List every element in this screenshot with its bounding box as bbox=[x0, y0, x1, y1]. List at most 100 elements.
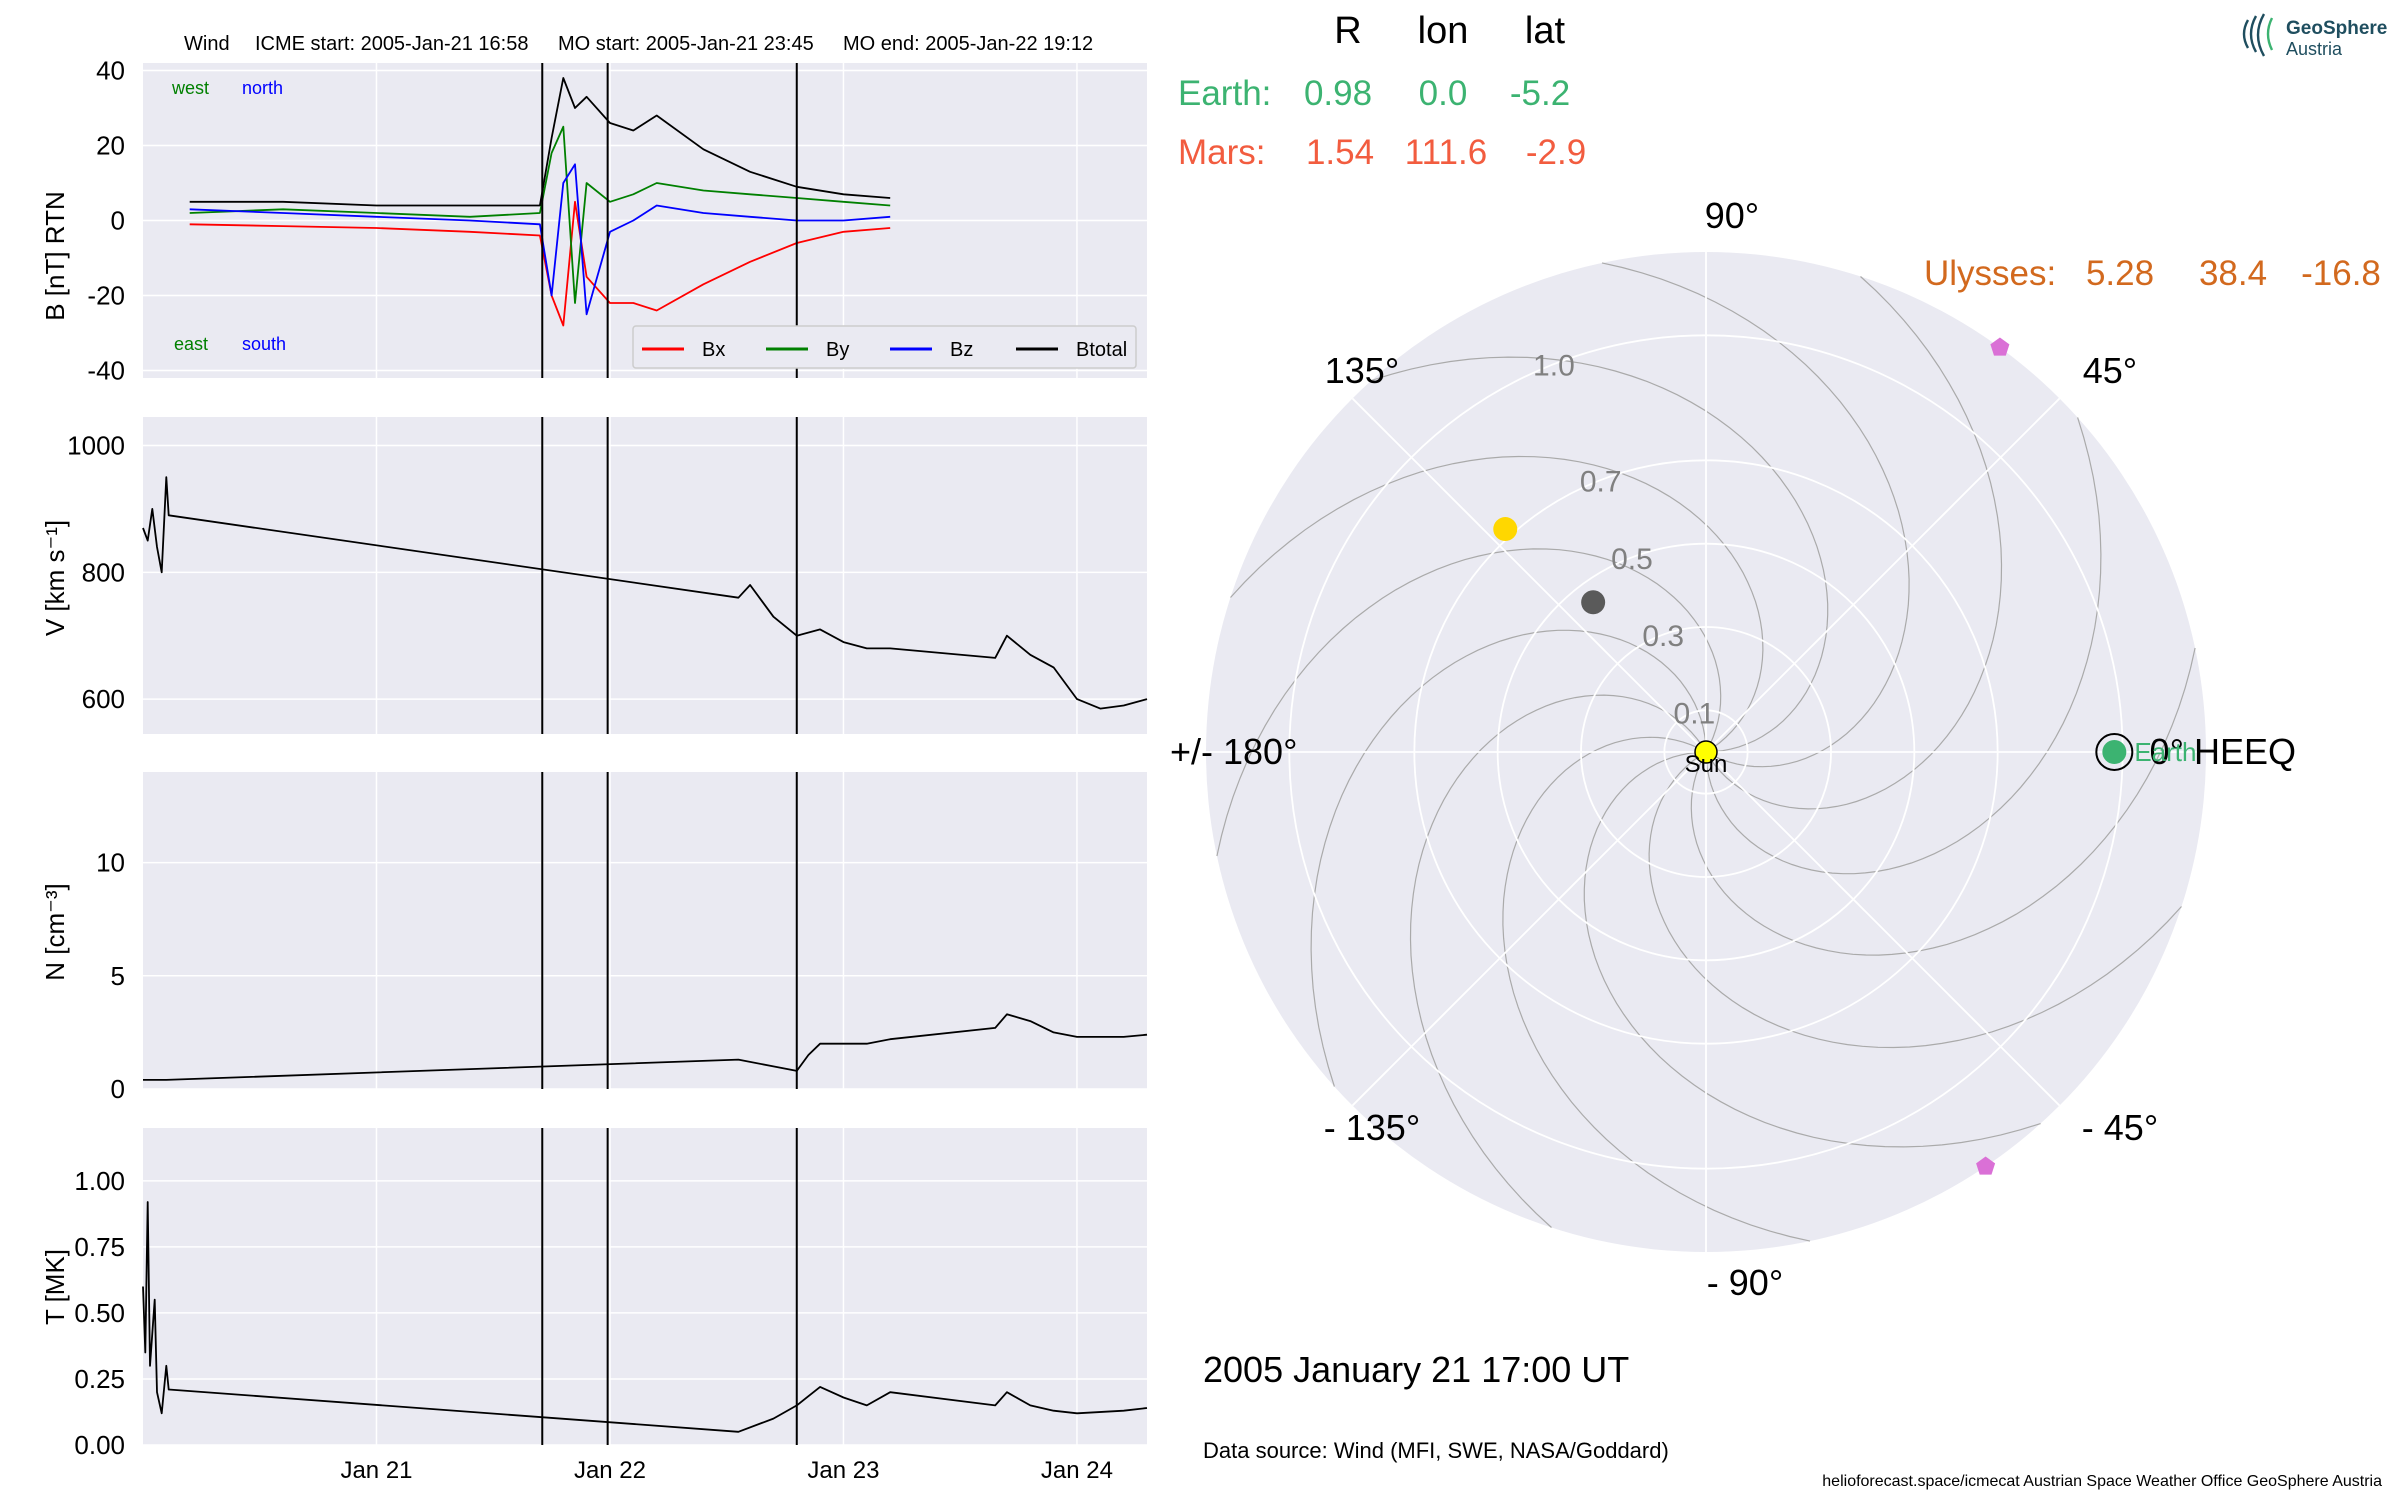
y-axis-label: N [cm⁻³] bbox=[40, 883, 70, 981]
y-tick-label: -20 bbox=[87, 281, 125, 311]
angle-label-135: 135° bbox=[1325, 350, 1399, 391]
radial-gridline bbox=[1580, 626, 1832, 878]
y-tick-label: 0.25 bbox=[74, 1364, 125, 1394]
radial-tick-label: 0.5 bbox=[1611, 543, 1653, 576]
y-tick-label: 600 bbox=[82, 684, 125, 714]
x-tick-label: Jan 24 bbox=[1041, 1457, 1113, 1484]
header-mo-start: MO start: 2005-Jan-21 23:45 bbox=[558, 33, 814, 55]
radial-gridline bbox=[1413, 459, 1999, 1045]
series-line-bx bbox=[189, 200, 891, 327]
series-line bbox=[143, 1013, 1148, 1081]
radial-tick-label: 0.7 bbox=[1580, 466, 1622, 499]
angle-label-minus-45: - 45° bbox=[2082, 1107, 2158, 1148]
venus-marker bbox=[1493, 517, 1518, 542]
y-tick-label: -40 bbox=[87, 356, 125, 386]
mars-lon: 111.6 bbox=[1405, 133, 1487, 172]
earth-lon: 0.0 bbox=[1419, 74, 1468, 113]
series-line-bz bbox=[189, 163, 891, 316]
radial-tick-label: 0.1 bbox=[1674, 697, 1716, 730]
earth-label: Earth: bbox=[1178, 74, 1271, 113]
y-tick-label: 0 bbox=[111, 206, 125, 236]
logo-mark-icon bbox=[2242, 13, 2274, 57]
footer-credits: helioforecast.space/icmecat Austrian Spa… bbox=[1822, 1473, 2382, 1490]
x-tick-label: Jan 22 bbox=[574, 1457, 646, 1484]
col-lat: lat bbox=[1525, 10, 1566, 52]
y-tick-label: 800 bbox=[82, 557, 125, 587]
series-line bbox=[142, 476, 1148, 710]
spacecraft1-marker bbox=[1990, 337, 2010, 356]
header-mo-end: MO end: 2005-Jan-22 19:12 bbox=[843, 33, 1093, 55]
mercury-marker bbox=[1581, 590, 1606, 615]
ulysses-r: 5.28 bbox=[2086, 254, 2154, 293]
spacecraft2-marker bbox=[1976, 1156, 1996, 1175]
data-source: Data source: Wind (MFI, SWE, NASA/Goddar… bbox=[1203, 1438, 1669, 1463]
earth-label: Earth bbox=[2134, 737, 2196, 767]
angle-label-minus-135: - 135° bbox=[1324, 1107, 1420, 1148]
y-tick-label: 0 bbox=[111, 1074, 125, 1104]
label-north: north bbox=[242, 78, 283, 98]
angle-label-minus-90: - 90° bbox=[1707, 1262, 1783, 1303]
earth-marker bbox=[2102, 740, 2127, 764]
y-tick-label: 5 bbox=[111, 961, 125, 991]
y-tick-label: 0.50 bbox=[74, 1298, 125, 1328]
mars-label: Mars: bbox=[1178, 133, 1266, 172]
mars-r: 1.54 bbox=[1306, 133, 1374, 172]
y-axis-label: T [MK] bbox=[40, 1249, 70, 1325]
y-axis-label: V [km s⁻¹] bbox=[40, 520, 70, 636]
geosphere-logo: GeoSphere Austria bbox=[2242, 13, 2387, 59]
plot-background bbox=[143, 1128, 1147, 1445]
y-tick-label: 20 bbox=[96, 131, 125, 161]
legend-by: By bbox=[826, 339, 849, 361]
y-tick-label: 40 bbox=[96, 56, 125, 86]
speed-panel: 1000 800 600 V [km s⁻¹] bbox=[40, 417, 1148, 734]
label-west: west bbox=[171, 78, 209, 98]
polar-plot: 0.1 0.3 0.5 0.7 1.0 0° HEEQ 45° 90° 135° +/- 180°… bbox=[1170, 195, 2296, 1303]
angle-label-45: 45° bbox=[2083, 350, 2137, 391]
mars-lat: -2.9 bbox=[1526, 133, 1586, 172]
legend: Bx By Bz Btotal bbox=[632, 325, 1137, 369]
earth-lat: -5.2 bbox=[1510, 74, 1570, 113]
y-tick-label: 10 bbox=[96, 848, 125, 878]
ulysses-lat: -16.8 bbox=[2301, 254, 2381, 293]
radial-tick-label: 1.0 bbox=[1533, 350, 1575, 383]
density-panel: 10 5 0 N [cm⁻³] bbox=[40, 772, 1148, 1104]
radial-gridline bbox=[1663, 709, 1749, 795]
x-tick-label: Jan 21 bbox=[340, 1457, 412, 1484]
sun-marker bbox=[1694, 740, 1718, 764]
label-east: east bbox=[174, 334, 208, 354]
radial-gridline bbox=[1496, 542, 1916, 962]
col-lon: lon bbox=[1418, 10, 1469, 52]
angle-label-90: 90° bbox=[1705, 195, 1759, 236]
radial-tick-label: 0.3 bbox=[1642, 620, 1684, 653]
header-spacecraft: Wind bbox=[184, 33, 230, 55]
label-south: south bbox=[242, 334, 286, 354]
logo-line1: GeoSphere bbox=[2286, 18, 2387, 39]
col-r: R bbox=[1334, 10, 1361, 52]
y-tick-label: 0.75 bbox=[74, 1232, 125, 1262]
plot-background bbox=[143, 417, 1147, 734]
legend-bz: Bz bbox=[950, 339, 973, 361]
legend-bx: Bx bbox=[702, 339, 725, 361]
position-table: R lon lat Earth: 0.98 0.0 -5.2 Mars: 1.5… bbox=[1178, 10, 2381, 293]
sun-label: Sun bbox=[1685, 751, 1728, 778]
series-line-btotal bbox=[189, 77, 891, 207]
y-tick-label: 0.00 bbox=[74, 1430, 125, 1460]
timestamp: 2005 January 21 17:00 UT bbox=[1203, 1349, 1629, 1390]
angle-label-0: 0° HEEQ bbox=[2150, 731, 2296, 772]
y-axis-label: B [nT] RTN bbox=[40, 191, 70, 321]
plot-background bbox=[143, 772, 1147, 1089]
series-line-by bbox=[189, 125, 891, 304]
y-tick-label: 1.00 bbox=[74, 1166, 125, 1196]
header-icme-start: ICME start: 2005-Jan-21 16:58 bbox=[255, 33, 528, 55]
temperature-panel: 1.00 0.75 0.50 0.25 0.00 T [MK] bbox=[40, 1128, 1148, 1460]
earth-r: 0.98 bbox=[1304, 74, 1372, 113]
ulysses-label: Ulysses: bbox=[1924, 254, 2056, 293]
x-tick-label: Jan 23 bbox=[807, 1457, 879, 1484]
ulysses-lon: 38.4 bbox=[2199, 254, 2267, 293]
y-tick-label: 1000 bbox=[67, 431, 125, 461]
legend-btotal: Btotal bbox=[1076, 339, 1127, 361]
earth-ring bbox=[2095, 733, 2134, 771]
angle-label-180: +/- 180° bbox=[1170, 731, 1297, 772]
logo-line2: Austria bbox=[2286, 39, 2343, 59]
